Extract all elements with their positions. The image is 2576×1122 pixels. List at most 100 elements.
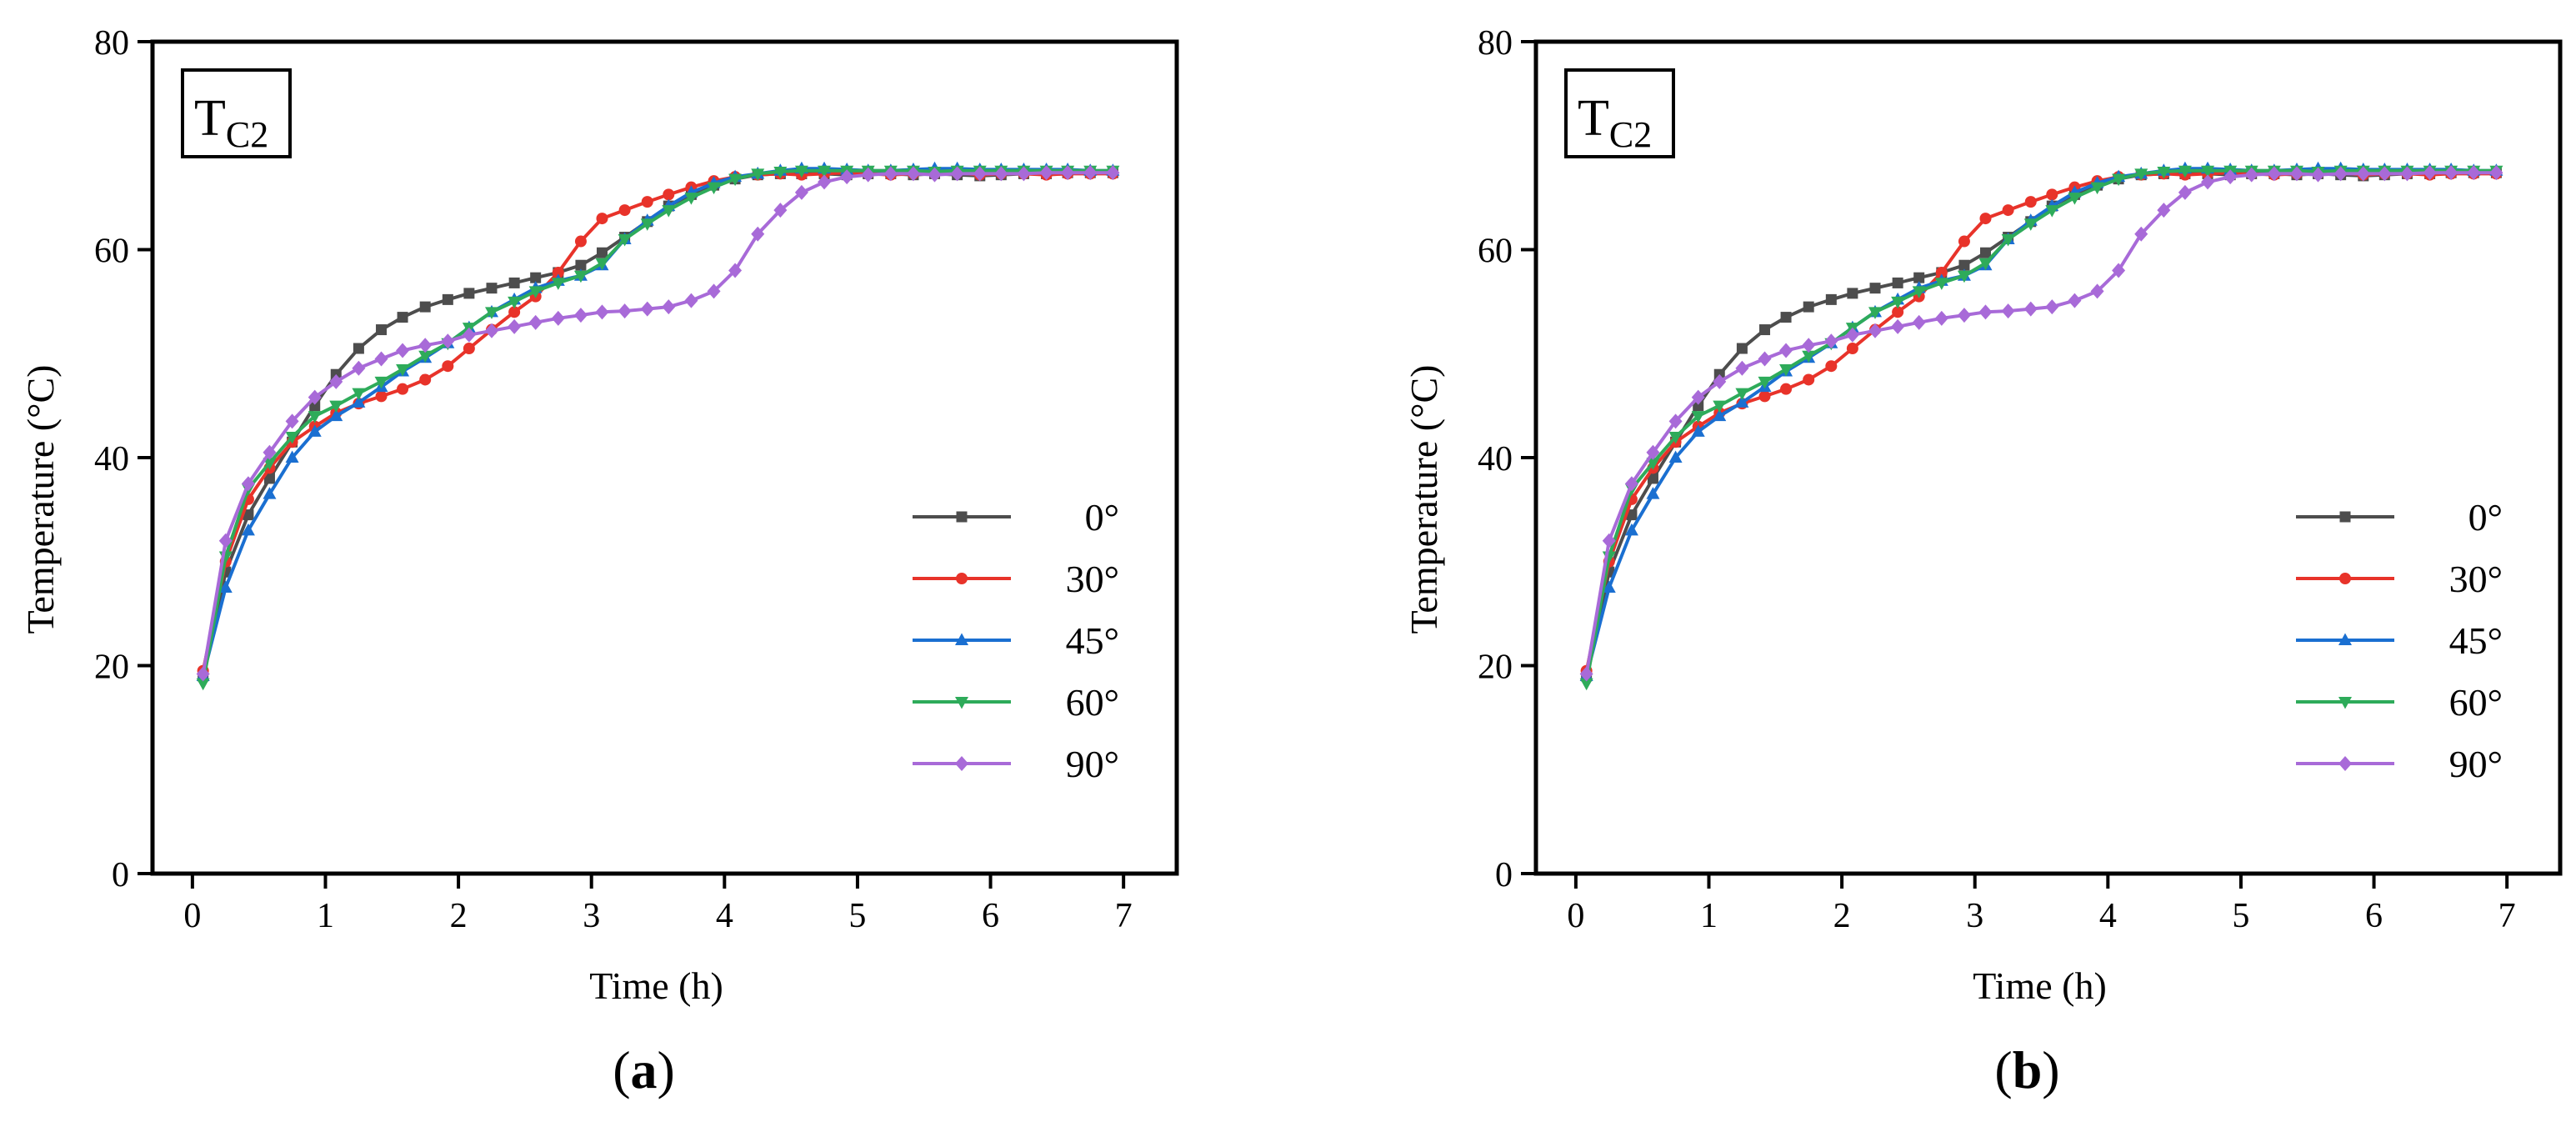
series-4 — [196, 165, 1120, 682]
data-point-4-15 — [1912, 314, 1926, 330]
annotation-label: TC2 — [194, 90, 268, 155]
annotation-frame — [1564, 68, 1675, 158]
data-point-4-13 — [1868, 323, 1883, 338]
panel-label-open: ( — [1994, 1040, 2012, 1099]
y-tick-label-1: 20 — [1478, 649, 1513, 687]
data-point-3-14 — [1891, 296, 1905, 309]
data-point-0-3 — [1647, 473, 1658, 484]
data-point-4-2 — [1624, 476, 1638, 492]
x-tick-label-4: 4 — [716, 897, 733, 935]
annotation-main: T — [194, 90, 226, 147]
data-point-1-18 — [1979, 213, 1992, 225]
legend-marker-1 — [2339, 573, 2351, 584]
data-point-4-25 — [2134, 226, 2148, 242]
data-point-2-5 — [1691, 424, 1705, 437]
data-point-4-23 — [2090, 283, 2104, 299]
data-point-3-17 — [573, 270, 588, 283]
series-line-1 — [201, 171, 1113, 672]
data-point-3-20 — [640, 218, 654, 231]
series-1 — [197, 167, 1119, 677]
y-axis-title: Temperature (°C) — [1403, 365, 1445, 634]
data-point-3-27 — [2178, 165, 2192, 178]
legend-item-0: 0° — [2296, 496, 2503, 538]
data-point-0-9 — [1780, 312, 1792, 323]
data-point-0-18 — [596, 247, 608, 258]
data-point-3-19 — [618, 234, 632, 247]
legend-item-2: 45° — [913, 619, 1119, 662]
data-point-3-8 — [374, 376, 388, 389]
data-point-0-8 — [376, 324, 388, 336]
data-point-4-15 — [528, 314, 543, 330]
x-tick-label-3: 3 — [583, 897, 600, 935]
y-tick-label-4: 80 — [94, 24, 129, 63]
data-point-1-19 — [618, 204, 631, 217]
series-line-4 — [1584, 171, 2497, 674]
data-point-4-6 — [329, 373, 343, 389]
data-point-3-27 — [794, 165, 808, 178]
data-point-3-5 — [1691, 411, 1705, 423]
y-tick-label-2: 40 — [94, 440, 129, 478]
data-point-3-20 — [2023, 218, 2038, 231]
data-point-2-3 — [263, 487, 277, 499]
data-point-2-7 — [352, 395, 366, 408]
data-point-3-24 — [2112, 173, 2126, 187]
legend-marker-1 — [956, 573, 968, 584]
x-axis-title: Time (h) — [1973, 964, 2107, 1007]
annotation-box: TC2 — [1564, 68, 1675, 158]
data-point-3-23 — [2090, 182, 2104, 195]
panel-label-close: ) — [2042, 1040, 2059, 1099]
panel-label-letter: a — [631, 1040, 658, 1099]
data-point-0-5 — [309, 400, 321, 412]
data-point-3-10 — [1802, 350, 1816, 363]
data-point-0-10 — [419, 301, 431, 313]
x-tick-label-6: 6 — [2365, 897, 2383, 935]
data-point-3-13 — [485, 307, 499, 319]
data-point-1-20 — [641, 196, 653, 208]
legend-marker-2 — [955, 633, 968, 645]
data-point-4-5 — [308, 389, 322, 405]
data-point-0-13 — [1869, 283, 1881, 294]
legend-item-1: 30° — [2296, 558, 2503, 600]
data-point-4-1 — [1602, 533, 1616, 548]
data-point-1-14 — [1892, 306, 1904, 318]
legend-item-4: 90° — [913, 743, 1119, 785]
annotation-sub: C2 — [1609, 114, 1652, 155]
x-tick-label-1: 1 — [1700, 897, 1718, 935]
data-point-3-6 — [329, 400, 343, 413]
data-point-4-17 — [1957, 308, 1971, 323]
legend-label-3: 60° — [1066, 681, 1119, 724]
data-point-4-2 — [241, 476, 255, 492]
data-point-1-14 — [508, 306, 521, 318]
data-point-4-12 — [1845, 327, 1859, 343]
data-point-1-9 — [397, 383, 409, 395]
data-point-4-37 — [1017, 166, 1031, 182]
data-point-1-16 — [552, 266, 564, 278]
data-point-0-17 — [1958, 259, 1970, 271]
data-point-4-34 — [950, 166, 964, 182]
data-point-3-25 — [751, 168, 765, 181]
data-point-4-40 — [1083, 165, 1098, 181]
x-tick-label-7: 7 — [2498, 897, 2516, 935]
data-point-4-7 — [352, 360, 366, 376]
data-point-4-19 — [618, 303, 632, 319]
data-point-3-0 — [1579, 678, 1593, 691]
data-point-0-7 — [1736, 343, 1748, 354]
data-point-4-30 — [2244, 167, 2258, 183]
legend-item-2: 45° — [2296, 619, 2503, 662]
data-point-3-3 — [1646, 458, 1660, 470]
series-line-4 — [201, 171, 1113, 674]
data-point-0-12 — [1847, 288, 1858, 299]
legend: 0° 30° 45° 60° 90° — [913, 496, 1119, 785]
data-point-3-28 — [818, 165, 832, 178]
data-point-4-31 — [883, 166, 898, 182]
data-point-4-35 — [2356, 166, 2370, 182]
series-line-3 — [1584, 168, 2497, 684]
data-point-4-3 — [263, 444, 277, 460]
data-point-4-39 — [2444, 165, 2458, 181]
data-point-4-0 — [1579, 666, 1593, 682]
data-point-4-25 — [751, 226, 765, 242]
data-point-1-12 — [463, 343, 475, 355]
legend-label-4: 90° — [2449, 743, 2503, 785]
data-point-3-18 — [1978, 258, 1993, 271]
